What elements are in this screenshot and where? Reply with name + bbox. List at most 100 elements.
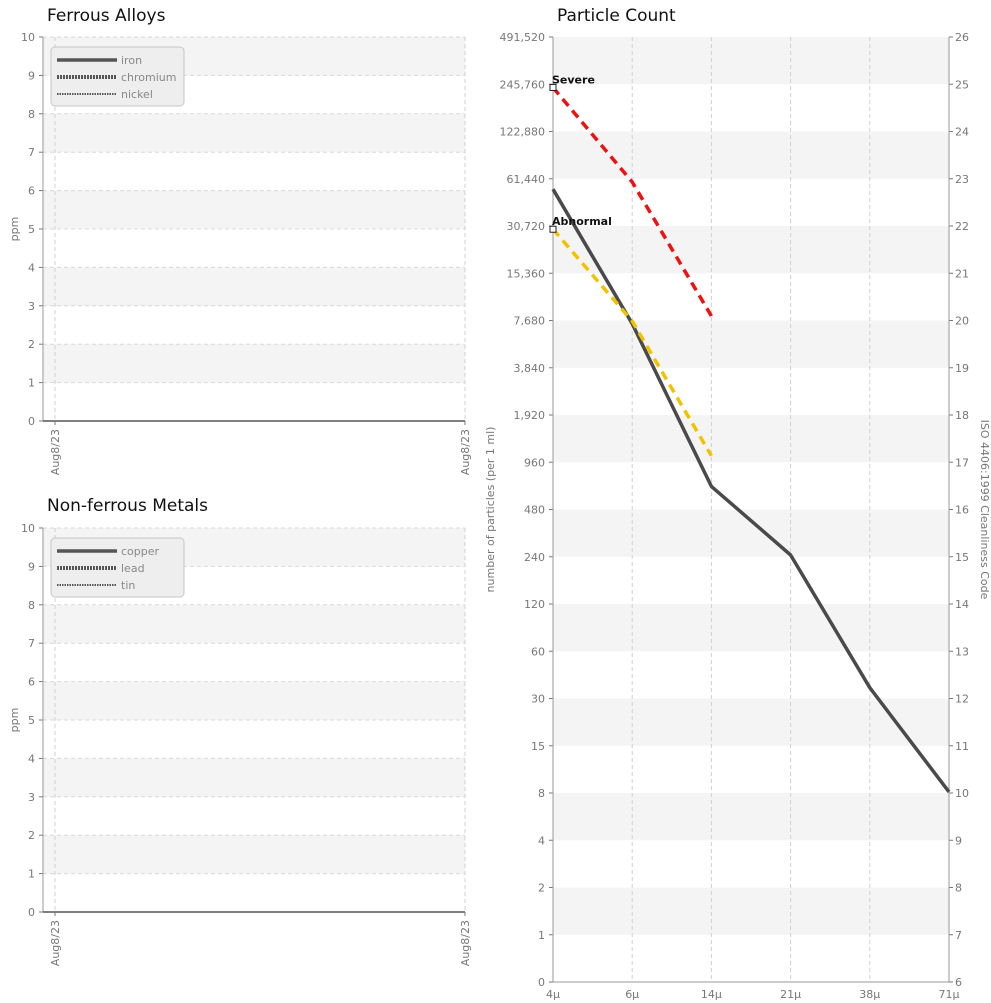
particle-y2-tick-label: 26 <box>955 31 969 44</box>
particle-grid-band <box>553 415 949 463</box>
particle-y-tick-label: 245,760 <box>500 78 546 91</box>
particle-annotation-marker <box>549 83 557 91</box>
particle-y2-tick-label: 23 <box>955 173 969 186</box>
particle-y2-tick-label: 20 <box>955 315 969 328</box>
particle-grid-band <box>553 37 949 85</box>
ferrous-y-tick-label: 2 <box>28 338 35 351</box>
particle-y2-tick-label: 7 <box>955 929 962 942</box>
nonferrous-grid-band <box>43 835 465 874</box>
nonferrous-y-tick-label: 5 <box>28 714 35 727</box>
particle-y2-tick-label: 18 <box>955 409 969 422</box>
nonferrous-y-tick-label: 0 <box>28 906 35 919</box>
nonferrous-x-tick-label: Aug8/23 <box>49 920 62 966</box>
ferrous-legend-label-iron: iron <box>121 54 142 67</box>
nonferrous-y-tick-label: 7 <box>28 637 35 650</box>
particle-y2-tick-label: 21 <box>955 267 969 280</box>
particle-y2-tick-label: 24 <box>955 126 969 139</box>
particle-grid-band <box>553 698 949 746</box>
particle-y2-tick-label: 17 <box>955 456 969 469</box>
particle-grid-band <box>553 793 949 841</box>
nonferrous-legend-label-copper: copper <box>121 545 160 558</box>
particle-y-tick-label: 60 <box>531 645 545 658</box>
particle-y2-tick-label: 22 <box>955 220 969 233</box>
ferrous-y-tick-label: 9 <box>28 69 35 82</box>
particle-x-tick-label: 71μ <box>939 988 960 1001</box>
particle-y-tick-label: 7,680 <box>514 315 546 328</box>
nonferrous-y-axis-label: ppm <box>8 708 21 733</box>
ferrous-grid-band <box>43 344 465 383</box>
particle-grid-band <box>553 604 949 652</box>
nonferrous-grid-band <box>43 681 465 720</box>
particle-series-line-2 <box>551 228 713 457</box>
nonferrous-grid-band <box>43 758 465 797</box>
nonferrous-legend-label-lead: lead <box>121 562 145 575</box>
particle-y-axis-label: number of particles (per 1 ml) <box>484 427 497 593</box>
ferrous-y-tick-label: 8 <box>28 108 35 121</box>
ferrous-legend-label-chromium: chromium <box>121 71 177 84</box>
particle-y-tick-label: 960 <box>524 456 545 469</box>
nonferrous-y-tick-label: 2 <box>28 829 35 842</box>
particle-y-tick-label: 4 <box>538 834 545 847</box>
particle-x-tick-label: 21μ <box>780 988 801 1001</box>
ferrous-y-tick-label: 7 <box>28 146 35 159</box>
particle-y2-tick-label: 10 <box>955 787 969 800</box>
particle-y-tick-label: 491,520 <box>500 31 546 44</box>
nonferrous-y-tick-label: 8 <box>28 599 35 612</box>
nonferrous-legend-label-tin: tin <box>121 579 135 592</box>
particle-x-tick-label: 4μ <box>546 988 560 1001</box>
particle-y-tick-label: 120 <box>524 598 545 611</box>
particle-y2-tick-label: 14 <box>955 598 969 611</box>
particle-y2-tick-label: 12 <box>955 693 969 706</box>
nonferrous-chart-title: Non-ferrous Metals <box>47 496 209 516</box>
particle-annotation-label-0: Severe <box>552 73 595 86</box>
nonferrous-y-tick-label: 4 <box>28 752 35 765</box>
particle-grid-band <box>553 320 949 368</box>
ferrous-legend-label-nickel: nickel <box>121 88 153 101</box>
particle-y-tick-label: 240 <box>524 551 545 564</box>
particle-grid-band <box>553 226 949 274</box>
ferrous-grid-band <box>43 113 465 153</box>
nonferrous-y-tick-label: 1 <box>28 868 35 881</box>
ferrous-y-tick-label: 6 <box>28 185 35 198</box>
particle-annotation-label-1: Abnormal <box>552 215 612 228</box>
particle-series-line-0 <box>551 188 951 793</box>
nonferrous-y-tick-label: 3 <box>28 791 35 804</box>
nonferrous-y-tick-label: 9 <box>28 560 35 573</box>
nonferrous-x-tick-label: Aug8/23 <box>459 920 472 966</box>
particle-x-tick-label: 14μ <box>701 988 722 1001</box>
particle-y-tick-label: 480 <box>524 504 545 517</box>
ferrous-y-tick-label: 4 <box>28 261 35 274</box>
particle-annotation-marker <box>549 225 557 233</box>
particle-x-tick-label: 38μ <box>859 988 880 1001</box>
particle-grid-band <box>553 509 949 557</box>
particle-y-tick-label: 15,360 <box>507 267 546 280</box>
particle-y2-tick-label: 9 <box>955 834 962 847</box>
nonferrous-y-tick-label: 10 <box>21 522 35 535</box>
ferrous-y-tick-label: 5 <box>28 223 35 236</box>
nonferrous-grid-band <box>43 604 465 644</box>
particle-y-tick-label: 1 <box>538 929 545 942</box>
particle-y-tick-label: 122,880 <box>500 126 546 139</box>
particle-y2-tick-label: 6 <box>955 976 962 989</box>
particle-y-tick-label: 1,920 <box>514 409 546 422</box>
particle-y2-axis-label: ISO 4406:1999 Cleanliness Code <box>978 420 991 600</box>
ferrous-y-tick-label: 10 <box>21 31 35 44</box>
particle-series-line-1 <box>551 86 713 317</box>
ferrous-y-tick-label: 1 <box>28 377 35 390</box>
ferrous-x-tick-label: Aug8/23 <box>49 429 62 475</box>
particle-y-tick-label: 0 <box>538 976 545 989</box>
particle-y-tick-label: 2 <box>538 882 545 895</box>
particle-grid-band <box>553 887 949 935</box>
particle-y-tick-label: 3,840 <box>514 362 546 375</box>
particle-chart-title: Particle Count <box>557 6 676 26</box>
particle-y2-tick-label: 25 <box>955 78 969 91</box>
particle-y2-tick-label: 11 <box>955 740 969 753</box>
particle-y-tick-label: 61,440 <box>507 173 546 186</box>
particle-y2-tick-label: 8 <box>955 882 962 895</box>
nonferrous-y-tick-label: 6 <box>28 676 35 689</box>
particle-y2-tick-label: 19 <box>955 362 969 375</box>
ferrous-y-tick-label: 3 <box>28 300 35 313</box>
ferrous-grid-band <box>43 190 465 229</box>
ferrous-y-tick-label: 0 <box>28 415 35 428</box>
